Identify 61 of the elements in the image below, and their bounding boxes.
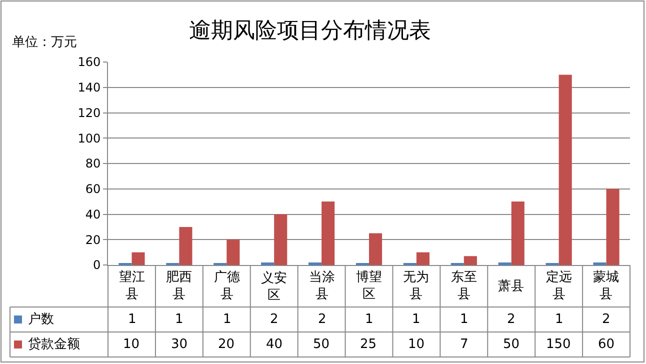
y-tick-label: 160 [78,55,101,70]
x-tick-label: 当涂县 [309,270,335,302]
y-tick-label: 40 [85,207,101,222]
x-tick-label: 定远县 [546,270,572,302]
x-tick-label: 萧县 [498,279,524,294]
bar [369,233,382,265]
bar [511,202,524,265]
x-tick-label: 博望区 [356,270,382,302]
bar [322,202,335,265]
data-label: 40 [266,337,283,352]
data-label: 1 [412,312,420,327]
data-label: 2 [318,312,326,327]
x-tick-label: 广德县 [214,270,240,302]
x-tick-label: 望江县 [119,270,145,302]
data-label: 2 [507,312,516,327]
text: 单位：万元 [12,35,77,50]
chart-title: 逾期风险项目分布情况表 [189,18,431,44]
y-tick-label: 140 [78,80,101,95]
legend-label: 户数 [28,312,54,327]
bar [226,240,240,265]
data-label: 30 [171,337,188,352]
data-label: 1 [365,312,374,327]
data-label: 7 [460,337,468,352]
bar [132,252,145,265]
data-label: 1 [128,312,136,327]
x-tick-label: 义安区 [261,270,287,303]
data-label: 50 [503,337,520,352]
y-tick-label: 80 [85,156,101,171]
y-tick-label: 100 [78,131,101,146]
bar [593,262,606,265]
x-tick-label: 蒙城县 [593,270,619,302]
bar [558,74,572,265]
y-tick-label: 0 [92,258,101,272]
bar [416,252,430,265]
y-tick-label: 60 [85,182,101,196]
data-label: 1 [555,312,564,327]
data-label: 10 [408,337,425,352]
data-label: 60 [598,337,615,352]
bar [308,262,322,265]
bar [274,214,288,265]
data-label: 50 [313,337,330,352]
x-tick-label: 东至县 [451,270,477,302]
x-tick-label: 肥西县 [166,270,192,302]
y-tick-label: 120 [78,106,101,120]
data-label: 1 [223,312,232,327]
x-tick-label: 无为县 [403,270,429,302]
data-label: 1 [460,312,468,327]
data-label: 2 [602,312,610,327]
data-label: 2 [270,312,278,327]
data-label: 10 [123,337,140,352]
data-label: 150 [546,337,571,352]
bar [606,188,620,265]
legend-label: 贷款金额 [28,337,80,352]
data-label: 1 [175,312,184,327]
y-tick-label: 20 [85,232,101,247]
bar [464,256,477,265]
data-label: 20 [218,337,235,352]
bar [179,226,192,265]
bar [498,262,512,265]
data-label: 25 [360,337,377,352]
bar [261,262,274,265]
